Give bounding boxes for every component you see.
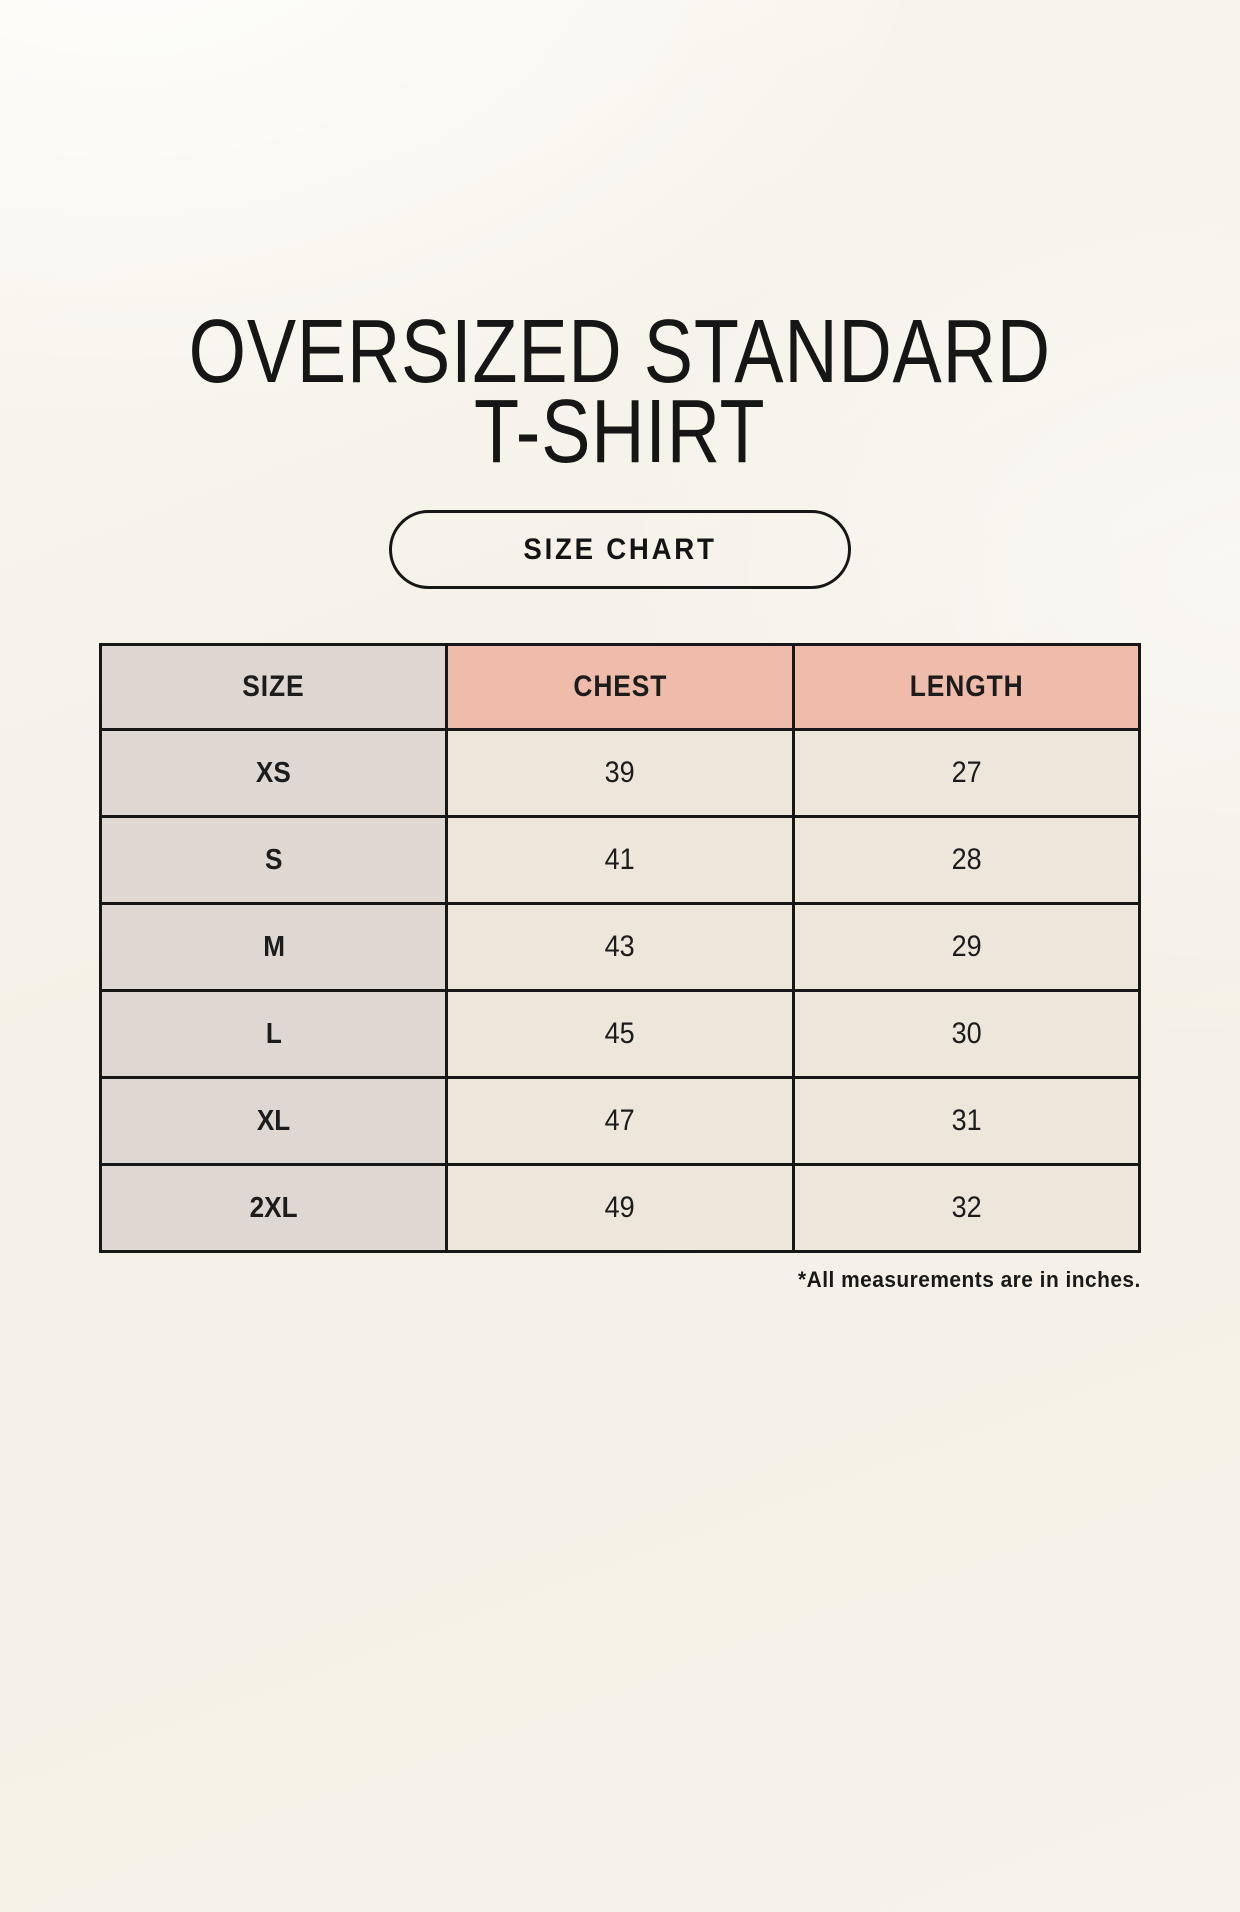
size-chart-button-label: SIZE CHART — [523, 532, 717, 566]
table-row: XS 39 27 — [98, 728, 1142, 818]
size-cell: S — [98, 815, 449, 905]
chest-cell: 47 — [445, 1076, 795, 1166]
chest-cell: 39 — [445, 728, 795, 818]
size-cell: M — [98, 902, 449, 992]
chest-cell: 43 — [445, 902, 795, 992]
chest-cell: 45 — [445, 989, 795, 1079]
size-chart-button[interactable]: SIZE CHART — [389, 510, 851, 589]
size-cell: 2XL — [98, 1163, 449, 1253]
size-cell: XL — [98, 1076, 449, 1166]
chest-cell: 49 — [445, 1163, 795, 1253]
table-row: M 43 29 — [98, 902, 1142, 992]
chest-cell: 41 — [445, 815, 795, 905]
page-title-line2: T-SHIRT — [474, 382, 766, 482]
measurement-units-note: *All measurements are in inches. — [798, 1267, 1141, 1292]
page-title-line1: OVERSIZED STANDARD — [188, 302, 1052, 402]
header-size: SIZE — [98, 643, 449, 731]
length-cell: 32 — [791, 1163, 1142, 1253]
size-cell: L — [98, 989, 449, 1079]
length-cell: 27 — [791, 728, 1142, 818]
table-row: S 41 28 — [98, 815, 1142, 905]
size-chart-table: SIZE CHEST LENGTH XS 39 27 S 41 28 M 43 … — [98, 643, 1142, 1253]
length-cell: 29 — [791, 902, 1142, 992]
page-title: OVERSIZED STANDARD T-SHIRT — [0, 302, 1240, 482]
header-chest: CHEST — [445, 643, 795, 731]
table-header-row: SIZE CHEST LENGTH — [98, 643, 1142, 731]
size-cell: XS — [98, 728, 449, 818]
table-row: XL 47 31 — [98, 1076, 1142, 1166]
table-row: 2XL 49 32 — [98, 1163, 1142, 1253]
header-length: LENGTH — [791, 643, 1142, 731]
length-cell: 31 — [791, 1076, 1142, 1166]
table-row: L 45 30 — [98, 989, 1142, 1079]
size-chart-table-container: SIZE CHEST LENGTH XS 39 27 S 41 28 M 43 … — [98, 643, 1142, 1253]
length-cell: 28 — [791, 815, 1142, 905]
length-cell: 30 — [791, 989, 1142, 1079]
